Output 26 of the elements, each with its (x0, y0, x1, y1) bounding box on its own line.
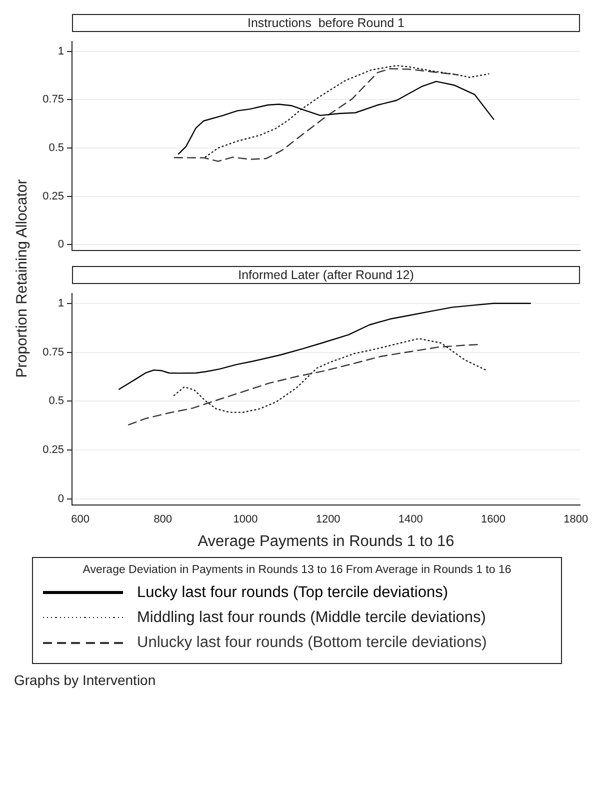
x-tick-label: 1600 (481, 513, 506, 526)
y-tick-label: 0.75 (42, 94, 64, 106)
y-tick-label: 0 (58, 492, 64, 505)
y-axis-title: Proportion Retaining Allocator (14, 178, 31, 378)
x-tick-label: 1000 (233, 513, 258, 526)
y-tick-label: 0.25 (42, 190, 64, 202)
legend-label: Unlucky last four rounds (Bottom tercile deviations) (137, 634, 487, 652)
x-axis-title: Average Payments in Rounds 1 to 16 (196, 533, 456, 551)
x-tick-label: 800 (154, 513, 172, 526)
text: Graphs by Intervention (14, 672, 157, 688)
y-tick-label: 1 (58, 297, 64, 310)
text: Lucky last four rounds (Top tercile deviations) (137, 584, 448, 602)
x-tick-label: 1400 (398, 513, 423, 526)
x-tick-label: 1800 (564, 513, 588, 526)
y-tick-label: 1 (58, 45, 64, 58)
y-tick-label: 0 (58, 238, 64, 251)
chart-title: Informed Later (after Round 12) (72, 266, 580, 284)
x-tick-label: 600 (71, 513, 90, 526)
y-tick-label: 0.25 (42, 444, 64, 456)
legend-title: Average Deviation in Payments in Rounds 13 to 16 From Average in Rounds 1 to 16 (82, 564, 512, 576)
legend-label: Middling last four rounds (Middle tercile deviations) (137, 608, 486, 626)
x-tick-label: 1200 (316, 513, 340, 526)
chart-title: Instructions before Round 1 (72, 14, 580, 32)
y-tick-label: 0.5 (48, 142, 64, 154)
y-tick-label: 0.75 (42, 346, 64, 358)
y-tick-label: 0.5 (48, 395, 64, 408)
